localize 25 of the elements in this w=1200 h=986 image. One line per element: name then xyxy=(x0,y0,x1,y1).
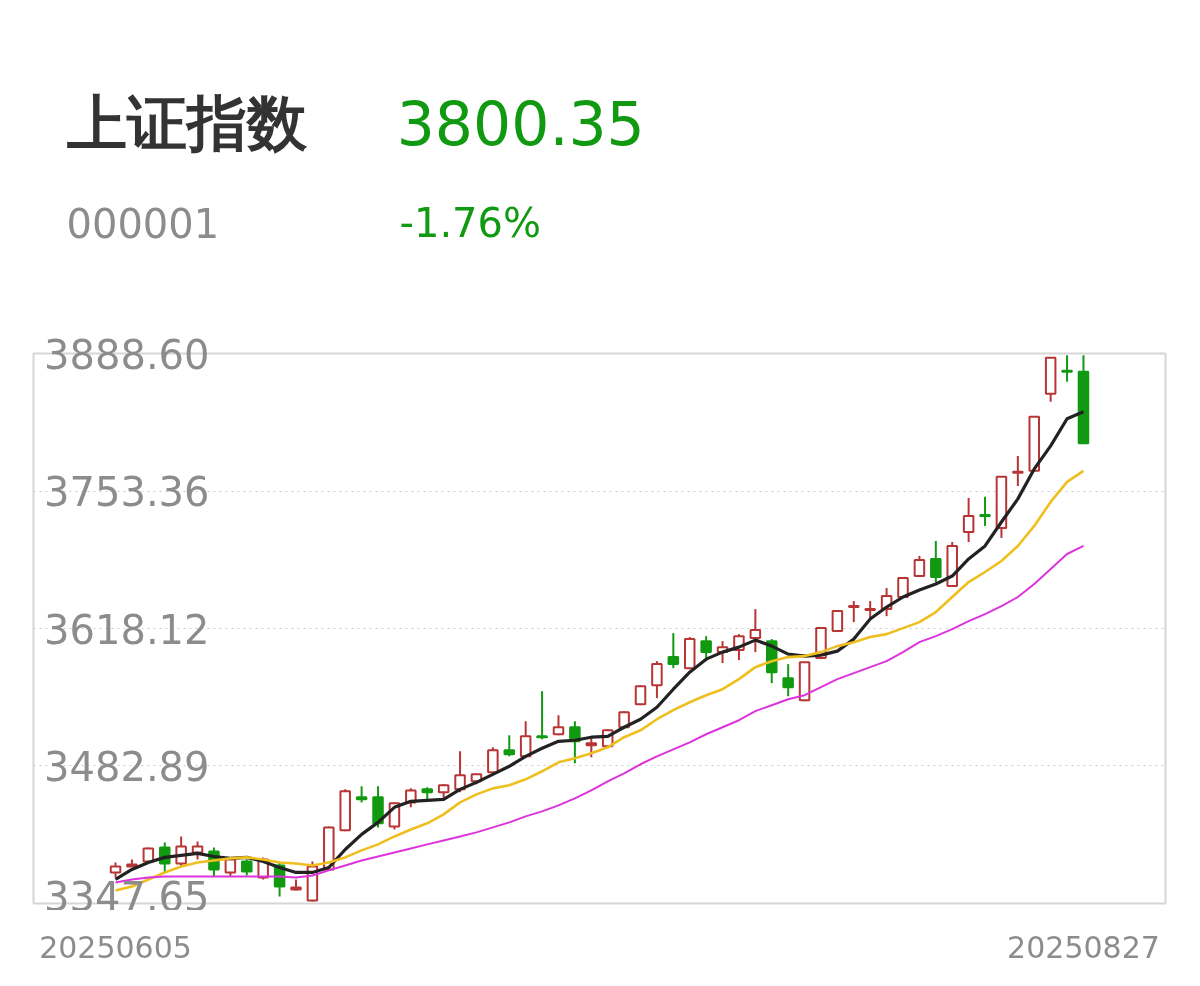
candlestick xyxy=(536,690,548,741)
y-tick-label: 3482.89 xyxy=(44,744,210,790)
candlestick xyxy=(1012,454,1024,487)
candlestick xyxy=(651,660,663,700)
candlestick xyxy=(454,750,466,794)
y-tick-label: 3888.60 xyxy=(44,331,210,378)
candlestick xyxy=(962,496,975,543)
chart-title: 上证指数 xyxy=(66,87,308,158)
x-tick-label: 20250827 xyxy=(1007,929,1160,965)
y-tick-label: 3618.12 xyxy=(44,606,210,653)
text: -1.76% xyxy=(399,199,542,246)
text: 3800.35 xyxy=(396,89,645,159)
candlestick xyxy=(979,495,991,527)
candlestick xyxy=(930,539,942,584)
candlestick xyxy=(848,600,860,624)
candlestick xyxy=(667,632,680,670)
x-tick-label: 20250605 xyxy=(39,929,192,965)
candlestick xyxy=(913,554,926,578)
candlestick xyxy=(487,746,499,775)
candlestick xyxy=(749,608,762,654)
candlestick xyxy=(782,663,794,698)
text: 000001 xyxy=(66,200,220,247)
y-tick-label: 3753.36 xyxy=(44,469,210,515)
candlestick xyxy=(503,734,516,758)
candlestick xyxy=(1061,354,1073,383)
